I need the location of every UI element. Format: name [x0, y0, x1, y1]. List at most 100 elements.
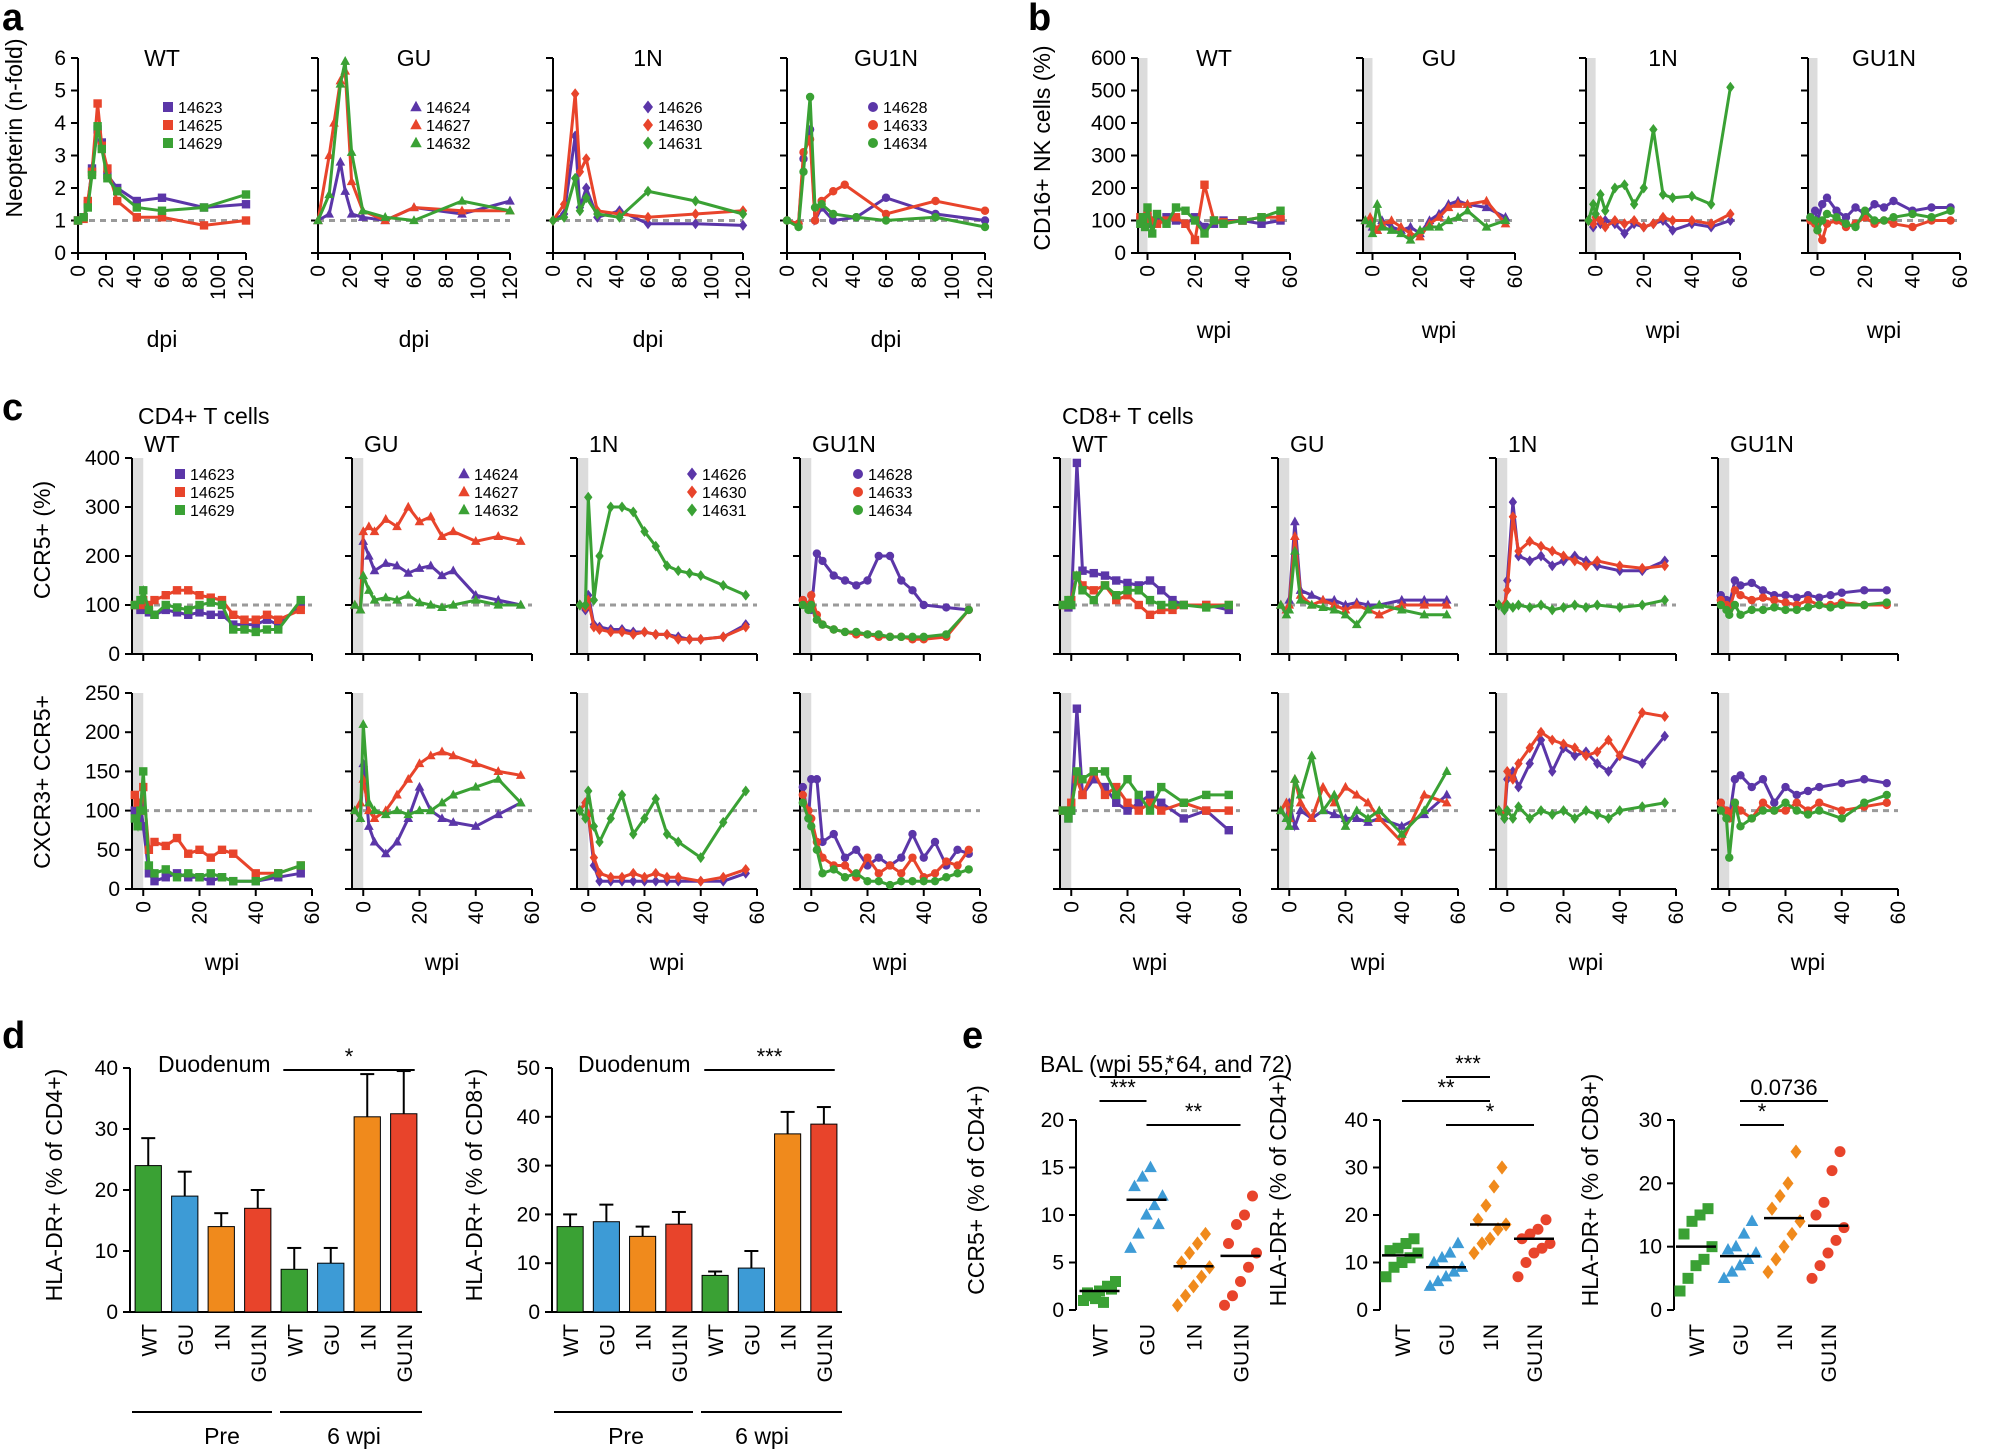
data-point-14629: [150, 610, 159, 619]
data-point-14632: [437, 797, 447, 807]
legend-marker-14625: [175, 487, 185, 497]
x-tick-label: 0: [132, 901, 155, 913]
data-point-14630: [1548, 545, 1557, 557]
subplot-title: 1N: [589, 431, 618, 457]
x-tick-label: 40: [123, 265, 146, 288]
category-label: 1N: [1184, 1324, 1207, 1351]
legend-marker-14634: [853, 505, 863, 515]
data-point-14629: [1171, 203, 1181, 212]
x-tick-label: 20: [1775, 901, 1798, 924]
data-point-1N: [1496, 1160, 1508, 1175]
data-point-14634: [919, 876, 928, 886]
data-point-14632: [1281, 813, 1292, 823]
preinfection-shade: [352, 693, 364, 889]
data-point-14634: [1889, 213, 1898, 222]
y-tick-label: 40: [517, 1106, 540, 1129]
data-point-14629: [1276, 206, 1285, 215]
data-point-14631: [1706, 198, 1716, 210]
data-point-14628: [1837, 778, 1846, 788]
data-point-14623: [1100, 571, 1110, 580]
x-axis-label: dpi: [633, 326, 664, 352]
data-point-14627: [392, 789, 402, 799]
data-point-14634: [1781, 798, 1790, 807]
subplot-title: GU1N: [1852, 45, 1916, 71]
legend-marker-14625: [163, 120, 173, 130]
data-point-14628: [852, 581, 861, 590]
data-point-14634: [1770, 806, 1779, 815]
data-point-14631: [741, 785, 750, 797]
data-point-14629: [251, 876, 260, 886]
data-point-WT: [1682, 1272, 1694, 1284]
data-point-14633: [1730, 586, 1740, 595]
data-point-14627: [1434, 212, 1444, 221]
data-point-14634: [852, 213, 861, 222]
legend-marker-14626: [643, 100, 653, 114]
data-point-14634: [1837, 814, 1846, 823]
y-tick-label: 10: [517, 1252, 540, 1275]
y-tick-label: 5: [54, 80, 66, 103]
preinfection-shade: [1060, 693, 1072, 889]
data-point-14629: [1179, 600, 1188, 610]
data-point-14632: [349, 599, 360, 609]
preinfection-shade: [1138, 58, 1148, 253]
category-label: WT: [1686, 1324, 1709, 1357]
series-line-14626: [578, 799, 747, 883]
data-point-14625: [274, 615, 283, 624]
series-line-14634: [1719, 601, 1887, 618]
data-point-14633: [1747, 595, 1756, 605]
data-point-14630: [606, 626, 615, 638]
data-point-14627: [1351, 599, 1362, 609]
data-point-14632: [1374, 805, 1385, 815]
data-point-14628: [919, 600, 928, 610]
y-tick-label: 150: [85, 760, 120, 783]
series-line-14634: [801, 802, 970, 887]
data-point-14629: [1238, 216, 1247, 225]
data-point-14634: [1736, 822, 1745, 831]
data-point-14627: [493, 766, 504, 775]
panel-b-subplot-1N: 0 20 40 60 wpi 1N: [1579, 45, 1752, 343]
x-tick-label: 40: [1173, 901, 1196, 924]
data-point-14629: [1100, 581, 1110, 590]
data-point-14632: [1363, 604, 1373, 614]
data-point-14629: [93, 122, 102, 131]
legend-label-14633: 14633: [883, 118, 928, 135]
data-point-14625: [262, 610, 272, 619]
data-point-GU: [1717, 1271, 1731, 1284]
data-point-14629: [161, 865, 170, 874]
data-point-GU1N: [1528, 1247, 1540, 1259]
preinfection-shade: [1718, 458, 1730, 654]
data-point-14623: [172, 608, 182, 617]
data-point-14627: [392, 521, 402, 531]
data-point-14628: [1758, 586, 1768, 595]
legend-marker-14628: [868, 102, 878, 112]
category-label: WT: [1090, 1324, 1113, 1357]
x-tick-label: 20: [339, 265, 362, 288]
data-point-GU: [1431, 1274, 1445, 1287]
legend-marker-14631: [643, 136, 653, 150]
panel-c-cxcr3-CD8+ T cells-WT: 0 20 40 60 wpi: [1053, 692, 1252, 975]
data-point-14629: [1134, 586, 1143, 595]
category-label: 1N: [633, 1324, 656, 1351]
data-point-14625: [206, 853, 215, 862]
data-point-14628: [852, 845, 861, 854]
legend-marker-14623: [175, 469, 185, 479]
data-point-14631: [1638, 801, 1647, 813]
data-point-14627: [1281, 797, 1292, 807]
data-point-14632: [1386, 225, 1397, 234]
data-point-14634: [852, 869, 861, 878]
data-point-14633: [1781, 598, 1790, 607]
data-point-14628: [980, 216, 990, 225]
data-point-14629: [136, 595, 145, 605]
data-point-14630: [640, 871, 649, 883]
data-point-14629: [1058, 600, 1068, 610]
data-point-14631: [1508, 601, 1518, 613]
category-label: WT: [705, 1324, 728, 1357]
legend-label-14629: 14629: [190, 503, 235, 520]
data-point-14631: [582, 192, 591, 204]
y-tick-label: 4: [54, 112, 66, 135]
data-point-14633: [1803, 595, 1813, 605]
data-point-14623: [229, 620, 238, 629]
data-point-14630: [629, 628, 638, 640]
data-point-14623: [1224, 826, 1233, 835]
data-point-14630: [1615, 750, 1624, 762]
